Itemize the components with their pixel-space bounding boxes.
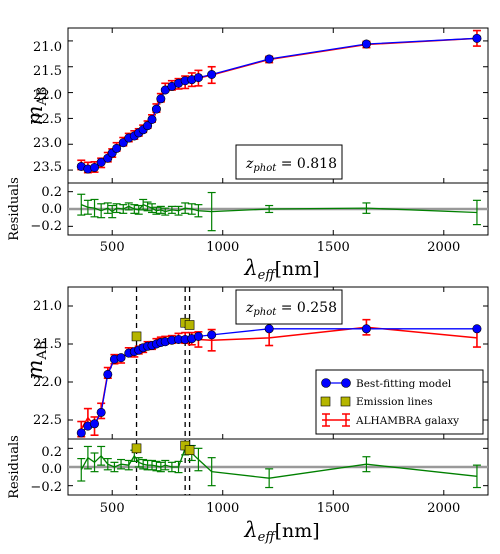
panel-1-y-tick-labels: 21.0 21.5 22.0 22.5 23.0 23.5 <box>33 40 62 175</box>
model-point <box>193 331 203 341</box>
residual-line <box>80 447 478 479</box>
emission-residual-point <box>184 445 195 456</box>
x-tick-label: 2000 <box>427 501 460 516</box>
emission-residual-point <box>131 443 142 454</box>
y-tick-label: 21.0 <box>33 40 62 55</box>
legend: Best-fitting model Emission lines ALHAMB… <box>315 369 484 435</box>
residual-y-tick-label: −0.2 <box>30 219 62 234</box>
panel-1-x-axis-label: λeff[nm] <box>243 256 319 283</box>
x-tick-label: 1000 <box>206 240 239 255</box>
model-point <box>264 324 274 334</box>
legend-label-emission: Emission lines <box>356 396 433 408</box>
panel-2-marks <box>76 317 482 438</box>
residual-line <box>81 203 477 214</box>
residual-y-tick-label: 0.2 <box>41 445 62 460</box>
panel-1-residual-marks <box>68 191 488 232</box>
x-tick-label: 500 <box>100 501 125 516</box>
model-point <box>472 324 482 334</box>
model-point <box>472 33 482 43</box>
emission-line-point <box>131 331 142 342</box>
x-tick-label: 1500 <box>317 240 350 255</box>
residual-y-tick-label: 0.2 <box>41 185 62 200</box>
residual-y-tick-label: 0.0 <box>41 202 62 217</box>
model-point <box>151 104 161 114</box>
y-tick-label: 22.0 <box>33 88 62 103</box>
model-point <box>193 73 203 83</box>
model-point <box>112 143 122 153</box>
model-point <box>76 428 86 438</box>
panel-1-residual-y-tick-labels: 0.2 0.0 −0.2 <box>30 185 62 234</box>
emission-line-point <box>184 320 195 330</box>
panel-2-zphot-label: zphot = 0.258 <box>245 300 337 318</box>
panel-1: 21.0 21.5 22.0 22.5 23.0 23.5 0.2 0.0 −0… <box>7 27 489 283</box>
y-tick-label: 22.5 <box>33 112 62 127</box>
model-point <box>96 157 106 167</box>
panel-1-x-tick-labels: 500 1000 1500 2000 <box>100 240 461 255</box>
legend-item-emission: Emission lines <box>320 396 433 408</box>
panel-2-residuals-label: Residuals <box>7 435 22 499</box>
model-point <box>156 94 166 104</box>
model-point <box>90 419 100 429</box>
legend-label-galaxy: ALHAMBRA galaxy <box>355 415 459 427</box>
y-tick-label: 23.0 <box>33 136 62 151</box>
y-tick-label: 22.0 <box>33 375 62 390</box>
y-tick-label: 21.0 <box>33 299 62 314</box>
y-tick-label: 23.5 <box>33 160 62 175</box>
model-point <box>207 70 217 80</box>
panel-2-x-axis-label: λeff[nm] <box>243 518 319 545</box>
model-point <box>143 121 153 131</box>
panel-2-annotation-box: zphot = 0.258 <box>235 289 343 325</box>
panel-1-zphot-label: zphot = 0.818 <box>245 156 337 174</box>
x-tick-label: 2000 <box>427 240 460 255</box>
model-point <box>264 54 274 64</box>
residual-y-tick-label: −0.2 <box>30 480 62 495</box>
panel-2-y-tick-labels: 21.0 21.5 22.0 22.5 <box>33 299 62 428</box>
x-tick-label: 500 <box>100 240 125 255</box>
panel-1-annotation-box: zphot = 0.818 <box>235 144 343 180</box>
legend-label-model: Best-fitting model <box>356 378 452 390</box>
model-point <box>147 114 157 124</box>
x-tick-label: 1500 <box>317 501 350 516</box>
model-point <box>361 39 371 49</box>
model-point <box>96 407 106 417</box>
model-point <box>103 369 113 379</box>
panel-2-y-axis-label: mAB <box>23 341 50 380</box>
model-point <box>90 163 100 173</box>
y-tick-label: 22.5 <box>33 413 62 428</box>
model-point <box>116 353 126 363</box>
panel-1-y-axis-label: mAB <box>23 87 50 126</box>
panel-1-residuals-label: Residuals <box>7 177 22 241</box>
panel-2-x-tick-labels: 500 1000 1500 2000 <box>100 501 461 516</box>
legend-item-model: Best-fitting model <box>321 378 452 390</box>
panel-2: 21.0 21.5 22.0 22.5 0.2 0.0 −0.2 mAB Res… <box>7 286 489 545</box>
model-point <box>207 330 217 340</box>
model-point <box>361 324 371 334</box>
panel-2-residual-y-tick-labels: 0.2 0.0 −0.2 <box>30 445 62 495</box>
panel-2-residual-marks <box>68 440 488 489</box>
y-tick-label: 21.5 <box>33 64 62 79</box>
y-tick-label: 21.5 <box>33 337 62 352</box>
legend-item-galaxy: ALHAMBRA galaxy <box>322 413 459 427</box>
residual-y-tick-label: 0.0 <box>41 462 62 477</box>
x-tick-label: 1000 <box>206 501 239 516</box>
panel-1-marks <box>76 29 482 174</box>
